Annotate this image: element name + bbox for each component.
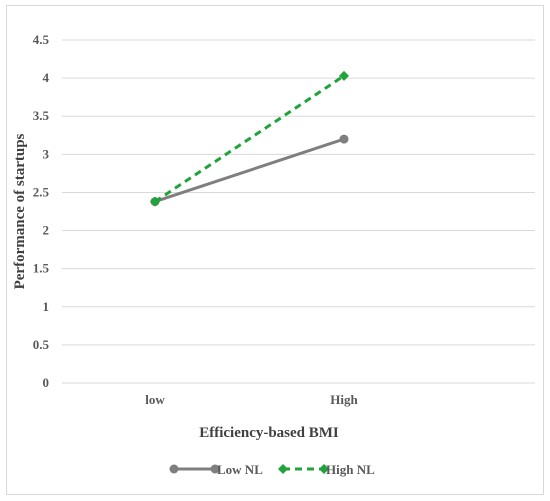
y-tick-label: 0.5 [33,337,50,352]
y-tick-label: 4.5 [33,32,50,47]
x-tick-label: low [145,392,165,407]
y-tick-labels: 0 0.5 1 1.5 2 2.5 3 3.5 4 4.5 [33,32,50,390]
y-tick-label: 2 [43,223,50,238]
y-tick-label: 4 [43,70,50,85]
x-tick-label: High [330,392,358,407]
legend-marker-low-nl [210,464,220,474]
data-point-high-nl [339,70,349,81]
legend-marker-high-nl [278,464,288,474]
x-tick-labels: low High [145,392,358,407]
chart-frame [6,5,544,495]
x-axis-title: Efficiency-based BMI [199,425,339,441]
legend-label-high-nl: High NL [326,462,375,477]
y-tick-label: 3 [43,146,50,161]
y-tick-label: 1 [43,299,50,314]
series-lines [150,70,349,207]
gridlines [62,39,535,384]
y-axis-title: Performance of startups [12,133,28,289]
y-tick-label: 3.5 [33,108,50,123]
legend-marker-high-nl [319,464,329,474]
legend: Low NL High NL [169,462,375,477]
legend-label-low-nl: Low NL [217,462,263,477]
data-point-low-nl [339,134,349,144]
data-point-high-nl [150,196,160,207]
y-tick-label: 0 [43,375,50,390]
series-line-low-nl [154,137,345,204]
legend-marker-low-nl [169,464,179,474]
y-tick-label: 2.5 [33,184,50,199]
series-line-high-nl [154,74,345,203]
y-tick-label: 1.5 [33,261,50,276]
